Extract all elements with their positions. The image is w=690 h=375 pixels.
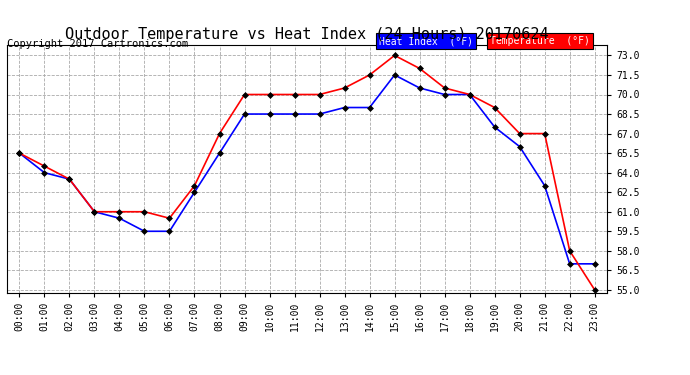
- Text: Heat Index  (°F): Heat Index (°F): [379, 36, 473, 46]
- Text: Temperature  (°F): Temperature (°F): [490, 36, 590, 46]
- Title: Outdoor Temperature vs Heat Index (24 Hours) 20170624: Outdoor Temperature vs Heat Index (24 Ho…: [66, 27, 549, 42]
- Text: Copyright 2017 Cartronics.com: Copyright 2017 Cartronics.com: [7, 39, 188, 50]
